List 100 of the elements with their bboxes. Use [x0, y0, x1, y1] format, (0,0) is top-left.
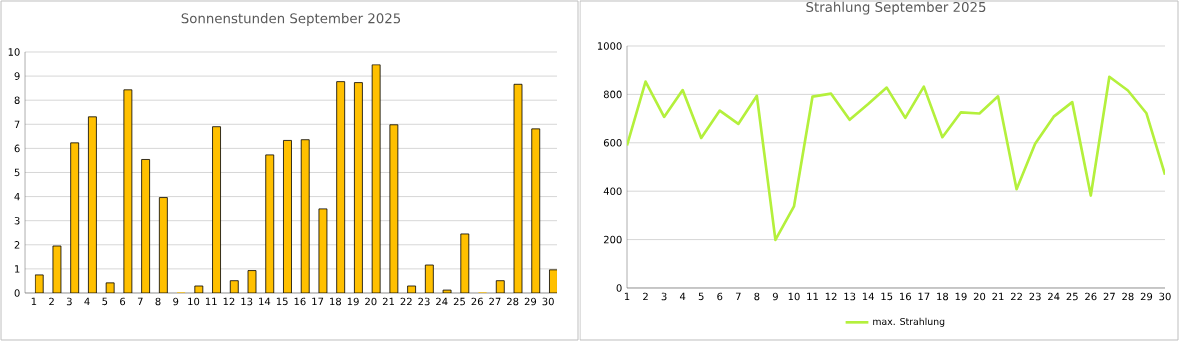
x-tick-label: 12: [223, 297, 235, 306]
bar: [371, 64, 381, 293]
x-tick-label: 15: [881, 292, 893, 301]
x-tick-label: 17: [918, 292, 930, 300]
bar: [52, 245, 62, 293]
x-tick-label: 28: [1122, 292, 1134, 301]
bar: [407, 285, 417, 293]
x-tick-label: 9: [173, 297, 179, 306]
x-tick-label: 25: [1066, 292, 1078, 301]
y-tick-label: 0: [14, 289, 20, 297]
bar: [123, 89, 133, 293]
x-tick-label: 6: [717, 292, 723, 301]
x-tick-label: 8: [155, 297, 161, 306]
x-tick-label: 23: [418, 297, 430, 306]
x-tick-label: 5: [102, 297, 108, 306]
bar: [424, 264, 434, 293]
x-tick-label: 26: [1085, 292, 1097, 301]
x-tick-label: 15: [276, 297, 288, 306]
x-tick-label: 25: [453, 297, 465, 306]
x-tick-label: 2: [49, 297, 54, 306]
y-tick-label: 800: [603, 90, 622, 99]
x-tick-label: 3: [66, 297, 72, 306]
x-tick-label: 14: [259, 297, 271, 305]
y-tick-label: 1: [15, 265, 20, 273]
x-tick-label: 3: [661, 292, 667, 301]
y-tick-label: 6: [14, 144, 20, 153]
y-tick-label: 3: [14, 216, 20, 225]
x-tick-label: 28: [507, 297, 519, 306]
x-tick-label: 23: [1029, 292, 1041, 301]
y-tick-label: 5: [14, 168, 20, 177]
bar: [229, 280, 239, 293]
bar: [495, 280, 505, 293]
x-tick-label: 29: [524, 297, 537, 306]
x-tick-label: 5: [698, 292, 704, 301]
bar: [265, 154, 275, 293]
bar: [158, 197, 168, 293]
x-tick-label: 8: [754, 292, 760, 301]
y-tick-label: 8: [14, 96, 20, 104]
x-tick-label: 27: [1103, 292, 1115, 301]
x-tick-label: 10: [788, 292, 800, 301]
y-tick-label: 400: [603, 187, 622, 195]
x-tick-label: 27: [489, 297, 501, 306]
legend-label: max. Strahlung: [873, 317, 945, 327]
x-tick-label: 24: [1048, 292, 1060, 301]
x-tick-label: 2: [643, 292, 648, 301]
bar: [34, 274, 44, 293]
x-tick-label: 18: [330, 297, 342, 306]
x-tick-label: 17: [312, 297, 324, 305]
bar: [354, 82, 363, 293]
bar: [531, 128, 541, 293]
bar: [194, 285, 204, 293]
bar: [513, 83, 523, 293]
x-tick-label: 12: [825, 292, 837, 301]
x-tick-label: 13: [241, 297, 253, 306]
x-tick-label: 30: [542, 297, 554, 306]
x-tick-label: 22: [400, 297, 412, 306]
x-tick-label: 19: [347, 297, 359, 306]
x-tick-label: 10: [188, 297, 200, 306]
bar: [318, 208, 328, 293]
x-tick-label: 24: [436, 297, 448, 306]
x-tick-label: 21: [382, 297, 394, 306]
bar: [247, 270, 257, 293]
bar: [389, 124, 399, 293]
line-series: [627, 75, 1165, 242]
chart-title: Strahlung September 2025: [806, 1, 986, 15]
x-tick-label: 30: [1159, 292, 1171, 301]
y-tick-label: 600: [603, 139, 622, 147]
x-tick-label: 13: [844, 292, 856, 301]
y-tick-label: 4: [14, 192, 20, 201]
x-tick-label: 29: [1140, 292, 1153, 301]
y-tick-label: 7: [14, 120, 20, 128]
y-tick-label: 200: [603, 235, 622, 244]
y-tick-label: 9: [14, 72, 20, 80]
x-tick-label: 7: [137, 297, 143, 305]
x-tick-label: 16: [294, 297, 306, 306]
x-tick-label: 22: [1010, 292, 1022, 301]
chart-title: Sonnenstunden September 2025: [181, 13, 401, 26]
bar: [141, 159, 151, 293]
y-tick-label: 2: [14, 241, 20, 249]
bar: [70, 142, 80, 293]
bar: [549, 269, 558, 293]
y-tick-label: 10: [8, 48, 20, 56]
y-tick-label: 1000: [597, 42, 622, 50]
x-tick-label: 18: [937, 292, 949, 301]
bar: [283, 140, 292, 293]
x-tick-label: 6: [120, 297, 126, 306]
x-tick-label: 4: [679, 292, 686, 300]
x-tick-label: 1: [624, 292, 630, 300]
bar: [300, 139, 310, 293]
x-tick-label: 16: [900, 292, 912, 301]
x-tick-label: 26: [471, 297, 483, 306]
x-tick-label: 14: [862, 292, 874, 300]
bar: [460, 233, 470, 293]
x-tick-label: 1: [31, 297, 37, 305]
x-tick-label: 11: [807, 292, 818, 300]
bar: [212, 126, 221, 293]
x-tick-label: 11: [205, 297, 217, 305]
bar: [105, 282, 115, 293]
x-tick-label: 19: [955, 292, 967, 301]
bar: [442, 289, 452, 293]
